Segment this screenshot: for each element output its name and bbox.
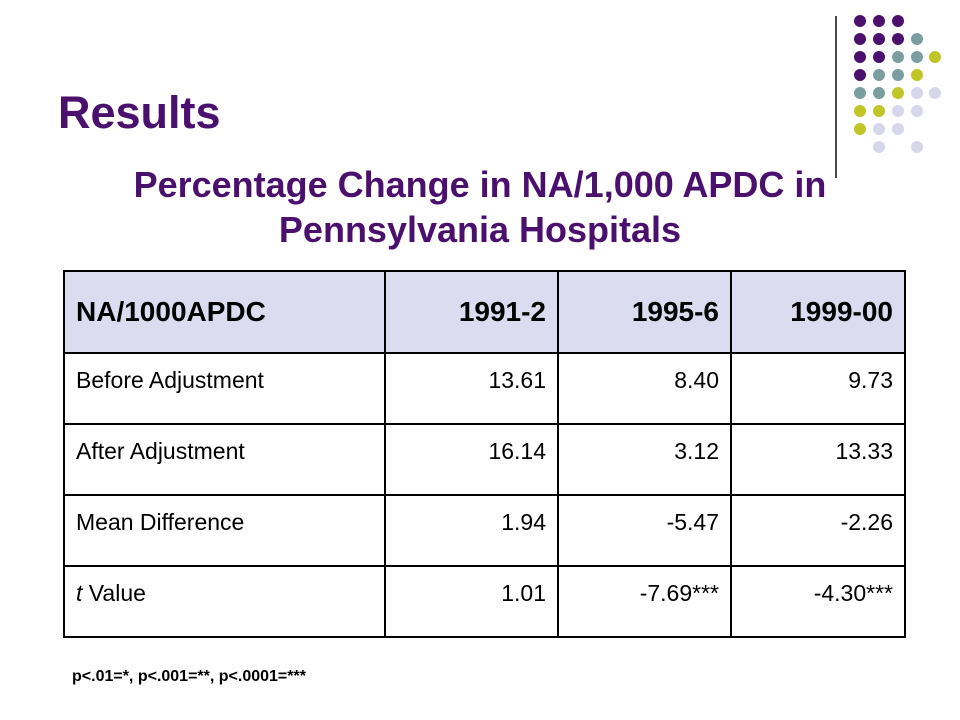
dots-lavender (873, 87, 941, 153)
column-header: 1999-00 (730, 270, 906, 354)
dot (892, 69, 904, 81)
dot (892, 33, 904, 45)
dot (873, 69, 885, 81)
slide-title: Results (58, 87, 221, 138)
table-cell: -5.47 (557, 494, 732, 567)
dot (911, 51, 923, 63)
dot (892, 51, 904, 63)
dot (892, 105, 904, 117)
dot (873, 33, 885, 45)
table-cell: 13.61 (384, 352, 559, 425)
significance-footnote: p<.01=*, p<.001=**, p<.0001=*** (72, 668, 306, 685)
dot (854, 87, 866, 99)
dot (911, 33, 923, 45)
table-cell: -2.26 (730, 494, 906, 567)
table-row: t Value 1.01 -7.69*** -4.30*** (63, 565, 906, 638)
row-label-italic: t (76, 580, 83, 606)
dot (873, 105, 885, 117)
dot (854, 105, 866, 117)
table-cell: -7.69*** (557, 565, 732, 638)
dot (892, 123, 904, 135)
dots-purple (854, 15, 904, 81)
table-cell: 9.73 (730, 352, 906, 425)
table-row: Mean Difference 1.94 -5.47 -2.26 (63, 494, 906, 567)
results-table: NA/1000APDC 1991-2 1995-6 1999-00 Before… (63, 270, 906, 638)
table-cell: 1.94 (384, 494, 559, 567)
table-cell: 8.40 (557, 352, 732, 425)
row-label: After Adjustment (63, 423, 386, 496)
decorative-divider-line (835, 16, 837, 178)
dot (929, 87, 941, 99)
table-cell: 3.12 (557, 423, 732, 496)
decorative-dot-grid (854, 15, 941, 153)
dot (892, 15, 904, 27)
dot (854, 69, 866, 81)
dot (873, 141, 885, 153)
dot (911, 87, 923, 99)
table-row: Before Adjustment 13.61 8.40 9.73 (63, 352, 906, 425)
dot (873, 15, 885, 27)
column-header: 1991-2 (384, 270, 559, 354)
table-row: After Adjustment 16.14 3.12 13.33 (63, 423, 906, 496)
table-cell: 16.14 (384, 423, 559, 496)
dot (892, 87, 904, 99)
dot (873, 87, 885, 99)
table-header-row: NA/1000APDC 1991-2 1995-6 1999-00 (63, 270, 906, 354)
table-cell: -4.30*** (730, 565, 906, 638)
dot (854, 51, 866, 63)
dot (929, 51, 941, 63)
table-cell: 1.01 (384, 565, 559, 638)
row-label: t Value (63, 565, 386, 638)
dots-teal (854, 33, 923, 99)
column-header: NA/1000APDC (63, 270, 386, 354)
dot (854, 123, 866, 135)
column-header: 1995-6 (557, 270, 732, 354)
dot (854, 33, 866, 45)
table-cell: 13.33 (730, 423, 906, 496)
dot (873, 123, 885, 135)
slide-subtitle: Percentage Change in NA/1,000 APDC in Pe… (133, 164, 827, 250)
dot (911, 105, 923, 117)
row-label-text: Value (82, 580, 146, 606)
dot (873, 51, 885, 63)
dot (911, 141, 923, 153)
row-label: Mean Difference (63, 494, 386, 567)
dots-olive (854, 51, 941, 135)
dot (854, 15, 866, 27)
dot (911, 69, 923, 81)
row-label: Before Adjustment (63, 352, 386, 425)
